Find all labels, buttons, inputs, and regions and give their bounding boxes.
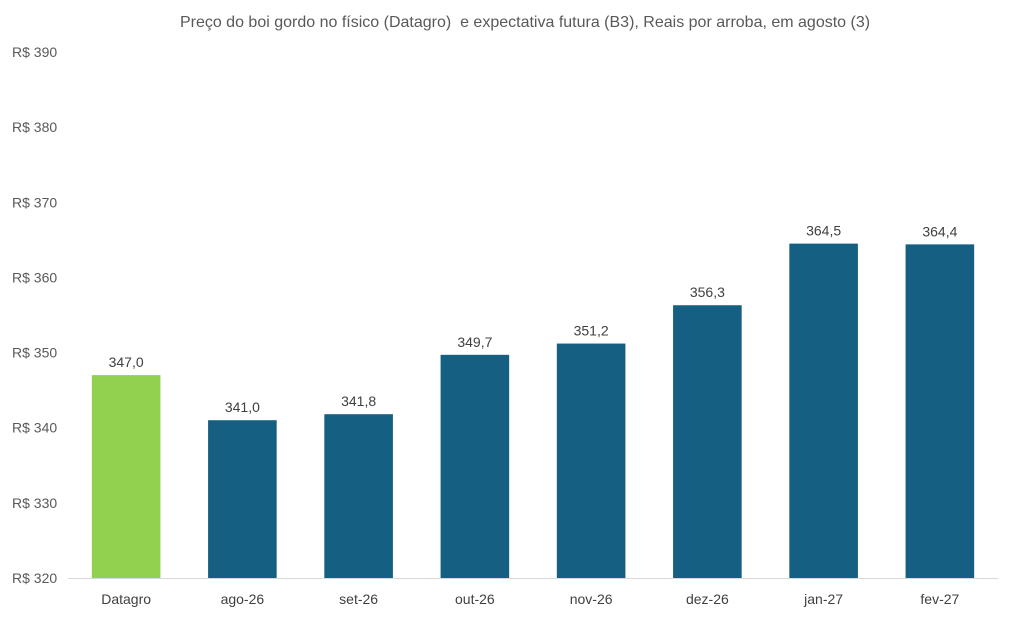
y-tick-label: R$ 360 bbox=[12, 269, 57, 285]
bar-nov-26 bbox=[556, 343, 626, 578]
data-label: 356,3 bbox=[690, 284, 725, 300]
y-tick-label: R$ 370 bbox=[12, 194, 57, 210]
data-label: 351,2 bbox=[574, 323, 609, 339]
x-tick-label: Datagro bbox=[101, 591, 151, 607]
data-label: 341,8 bbox=[341, 393, 376, 409]
data-label: 347,0 bbox=[109, 354, 144, 370]
x-tick-label: nov-26 bbox=[570, 591, 613, 607]
y-tick-label: R$ 390 bbox=[12, 44, 57, 60]
bar-jan-27 bbox=[789, 243, 858, 578]
bar-fev-27 bbox=[905, 244, 975, 578]
x-tick-label: fev-27 bbox=[920, 591, 959, 607]
bar-out-26 bbox=[440, 354, 510, 578]
y-tick-label: R$ 340 bbox=[12, 420, 57, 436]
y-tick-label: R$ 330 bbox=[12, 495, 57, 511]
data-label: 364,5 bbox=[806, 223, 841, 239]
bar-ago-26 bbox=[208, 420, 277, 578]
data-label: 341,0 bbox=[225, 399, 260, 415]
y-tick-label: R$ 380 bbox=[12, 119, 57, 135]
x-tick-label: set-26 bbox=[339, 591, 378, 607]
bar-Datagro bbox=[91, 375, 161, 578]
x-tick-label: ago-26 bbox=[221, 591, 265, 607]
x-tick-label: jan-27 bbox=[803, 591, 843, 607]
x-tick-label: out-26 bbox=[455, 591, 495, 607]
y-tick-label: R$ 320 bbox=[12, 570, 57, 586]
bar-set-26 bbox=[324, 414, 393, 578]
data-label: 349,7 bbox=[457, 334, 492, 350]
data-label: 364,4 bbox=[922, 223, 957, 239]
bar-dez-26 bbox=[673, 305, 742, 578]
chart-title: Preço do boi gordo no físico (Datagro) e… bbox=[179, 14, 871, 31]
x-tick-label: dez-26 bbox=[686, 591, 729, 607]
y-tick-label: R$ 350 bbox=[12, 345, 57, 361]
